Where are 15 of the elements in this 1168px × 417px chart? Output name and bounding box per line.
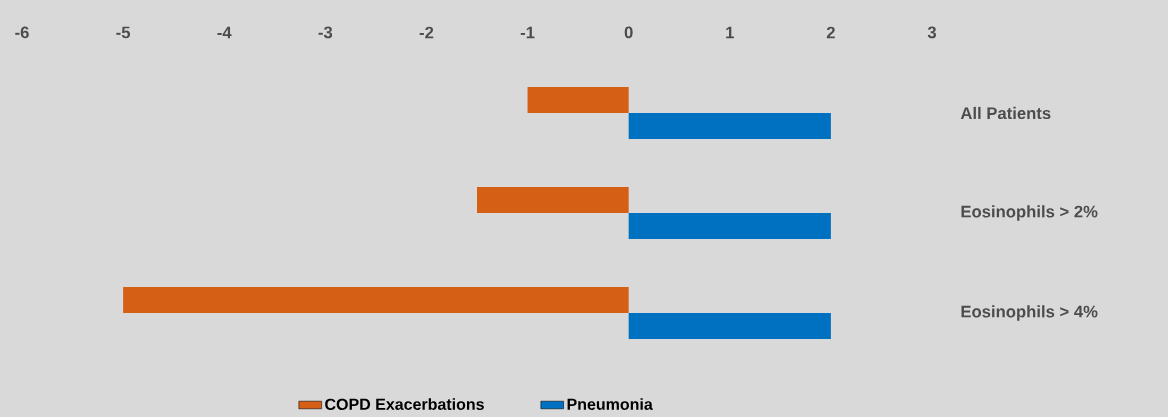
y-tick-label: Eosinophils > 2% (961, 205, 1098, 221)
x-tick-label: -4 (217, 26, 232, 39)
x-tick-label: 3 (927, 26, 937, 39)
y-tick-label: All Patients (960, 106, 1051, 120)
x-tick-label: -1 (520, 26, 535, 39)
x-tick-label: -6 (15, 26, 29, 39)
x-tick-label: 2 (826, 26, 835, 39)
x-tick-label: -3 (318, 26, 333, 39)
x-tick-label: -5 (116, 26, 131, 39)
x-tick-label: 0 (624, 26, 633, 39)
legend-label: COPD Exacerbations (325, 398, 484, 410)
legend-label: Pneumonia (567, 398, 653, 410)
x-tick-label: 1 (726, 26, 734, 39)
x-tick-label: -2 (419, 26, 434, 39)
y-tick-label: Eosinophils > 4% (961, 305, 1098, 321)
